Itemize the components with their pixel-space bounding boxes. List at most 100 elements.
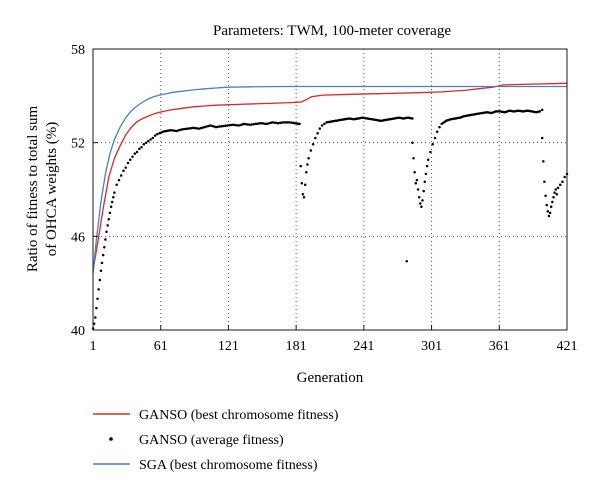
ganso-average-point — [548, 211, 552, 215]
ganso-average-point — [420, 205, 423, 208]
ganso-average-point — [147, 139, 150, 143]
ganso-average-point — [413, 171, 416, 174]
ganso-average-point — [205, 125, 208, 128]
ganso-average-point — [414, 182, 418, 185]
ganso-average-point — [415, 178, 419, 182]
ganso-average-point — [100, 261, 104, 265]
ganso-average-point — [135, 150, 139, 154]
ganso-average-point — [318, 127, 322, 130]
ganso-average-point — [105, 230, 108, 233]
ganso-average-point — [417, 196, 421, 199]
ganso-average-point — [186, 127, 190, 130]
plot-frame — [92, 48, 568, 331]
ganso-average-point — [246, 123, 250, 126]
legend: GANSO (best chromosome fitness) GANSO (a… — [93, 408, 339, 473]
ganso-average-point — [222, 124, 225, 128]
ganso-average-point — [124, 166, 127, 169]
ganso-average-point — [306, 163, 309, 166]
ganso-average-point — [291, 121, 295, 125]
chart-title: Parameters: TWM, 100-meter coverage — [213, 23, 451, 39]
ganso-average-point — [224, 124, 227, 128]
ganso-average-point — [558, 183, 562, 187]
ganso-average-point — [108, 211, 112, 215]
ganso-average-point — [284, 121, 287, 124]
ganso-average-point — [207, 124, 210, 128]
ganso-average-point — [195, 127, 199, 130]
ganso-average-point — [273, 121, 276, 124]
ganso-best-line — [92, 82, 568, 271]
ganso-average-point — [126, 161, 130, 165]
ganso-average-point — [282, 121, 285, 124]
ganso-average-point — [265, 122, 269, 126]
x-axis-label: Generation — [297, 370, 364, 386]
ganso-average-point — [218, 125, 222, 128]
ganso-average-point — [546, 210, 550, 213]
ganso-average-point — [153, 134, 157, 137]
ganso-average-point — [556, 186, 560, 190]
ganso-average-point — [412, 157, 415, 160]
ganso-average-point — [142, 142, 146, 146]
gridlines — [93, 49, 567, 330]
ganso-average-point — [302, 196, 306, 199]
ganso-average-point — [267, 122, 270, 125]
ganso-average-point — [423, 180, 427, 183]
ganso-average-point — [555, 192, 559, 196]
ganso-average-point — [545, 203, 548, 207]
ganso-average-point — [252, 122, 255, 126]
ganso-average-point — [242, 122, 246, 126]
x-tick-label: 61 — [154, 339, 168, 354]
ganso-average-point — [549, 205, 553, 208]
ganso-average-point — [305, 171, 308, 174]
ganso-average-point — [131, 155, 134, 158]
ganso-average-point — [99, 269, 103, 272]
ganso-average-point — [179, 128, 182, 132]
ganso-average-point — [540, 108, 544, 112]
ganso-average-point — [316, 132, 319, 135]
ganso-average-point — [422, 189, 425, 193]
ganso-average-point — [551, 200, 554, 204]
ganso-average-point — [128, 158, 132, 162]
ganso-average-point — [194, 126, 197, 130]
ganso-average-point — [542, 160, 545, 163]
ganso-average-point — [261, 122, 265, 125]
ganso-average-point — [98, 278, 102, 282]
x-tick-label: 301 — [421, 339, 442, 354]
ganso-average-point — [538, 110, 542, 113]
ganso-average-point — [209, 124, 212, 127]
ganso-average-point — [113, 191, 116, 194]
y-axis-label-line1: Ratio of fitness to total sum — [25, 106, 41, 273]
ganso-average-point — [263, 122, 267, 125]
ganso-average-point — [177, 129, 180, 132]
ganso-average-point — [276, 121, 280, 125]
ganso-average-point — [438, 125, 441, 129]
ganso-average-point — [214, 125, 218, 129]
legend-label-ganso-best: GANSO (best chromosome fitness) — [139, 408, 339, 423]
ganso-average-point — [314, 136, 317, 140]
ganso-average-point — [553, 191, 556, 194]
ganso-average-point — [254, 122, 257, 126]
ganso-average-point — [233, 123, 237, 127]
ganso-average-point — [309, 149, 313, 152]
ganso-average-point — [435, 130, 439, 133]
ganso-average-point — [107, 217, 111, 221]
ganso-average-point — [286, 121, 289, 124]
ganso-average-point — [184, 127, 188, 131]
legend-label-ganso-average: GANSO (average fitness) — [139, 433, 284, 448]
ganso-average-point — [231, 123, 235, 126]
ganso-average-point — [299, 164, 302, 168]
ganso-average-point — [175, 129, 178, 133]
ganso-average-point — [96, 297, 99, 301]
ganso-average-point — [425, 164, 429, 168]
y-axis-label: Ratio of fitness to total sum of OHCA we… — [25, 106, 60, 273]
ganso-average-point — [405, 260, 408, 263]
ganso-average-point — [426, 158, 430, 162]
ganso-average-point — [182, 127, 186, 131]
y-axis-label-line2: of OHCA weights (%) — [44, 122, 60, 257]
ganso-average-point — [112, 196, 115, 199]
ganso-average-point — [241, 123, 244, 126]
ganso-average-point — [424, 172, 428, 176]
x-tick-label: 121 — [218, 339, 239, 354]
ganso-average-point — [421, 199, 424, 202]
ganso-average-point — [197, 127, 201, 130]
